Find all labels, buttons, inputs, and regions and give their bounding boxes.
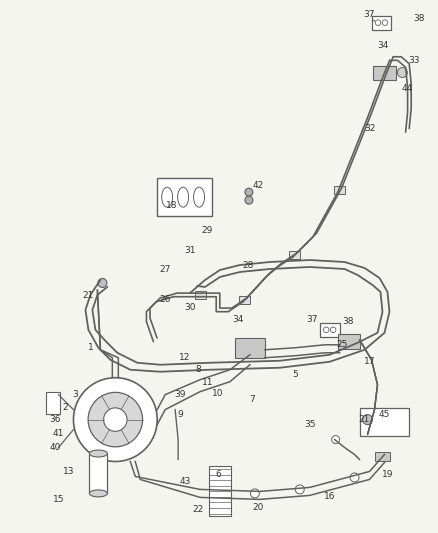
Circle shape (332, 435, 339, 443)
Text: 21: 21 (83, 292, 94, 301)
Bar (372, 66, 396, 80)
Text: 17: 17 (364, 357, 375, 366)
Text: 45: 45 (379, 410, 390, 419)
Text: 13: 13 (63, 467, 74, 476)
Text: 1: 1 (88, 343, 93, 352)
Text: 32: 32 (364, 124, 375, 133)
Text: 30: 30 (184, 303, 196, 312)
Bar (235, 338, 265, 358)
Text: 15: 15 (53, 495, 64, 504)
Text: 31: 31 (184, 246, 196, 255)
Text: 7: 7 (249, 395, 255, 404)
Text: 9: 9 (177, 410, 183, 419)
Circle shape (363, 415, 372, 425)
Text: 33: 33 (409, 56, 420, 65)
Bar (360, 408, 410, 435)
Text: 2: 2 (63, 403, 68, 412)
Text: 44: 44 (402, 84, 413, 93)
Text: 38: 38 (413, 14, 425, 23)
Text: 25: 25 (336, 340, 347, 349)
Text: 21: 21 (359, 415, 370, 424)
Text: 18: 18 (166, 200, 178, 209)
Bar (240, 296, 251, 304)
Text: 5: 5 (292, 370, 298, 379)
Text: 22: 22 (192, 505, 204, 514)
Text: 37: 37 (364, 10, 375, 19)
Text: 10: 10 (212, 389, 224, 398)
Text: 28: 28 (242, 261, 254, 270)
Bar (334, 186, 345, 194)
Text: 35: 35 (304, 420, 315, 429)
Bar (374, 451, 390, 462)
Circle shape (330, 327, 336, 333)
Circle shape (88, 392, 142, 447)
Text: 38: 38 (342, 317, 353, 326)
Text: 29: 29 (201, 225, 213, 235)
Circle shape (375, 20, 381, 26)
Circle shape (350, 473, 359, 482)
Ellipse shape (194, 187, 205, 207)
Text: 12: 12 (180, 353, 191, 362)
Bar (89, 454, 107, 494)
Text: 41: 41 (53, 429, 64, 438)
Text: 34: 34 (232, 316, 244, 325)
Bar (157, 178, 212, 216)
Ellipse shape (162, 187, 173, 207)
Circle shape (74, 378, 157, 462)
Text: 16: 16 (324, 492, 336, 501)
Text: 6: 6 (215, 470, 221, 479)
Circle shape (323, 327, 329, 333)
Text: 36: 36 (50, 415, 61, 424)
Circle shape (295, 485, 304, 494)
Bar (320, 323, 339, 337)
Text: 39: 39 (174, 390, 186, 399)
Circle shape (382, 20, 388, 26)
Text: 20: 20 (252, 503, 264, 512)
Text: 27: 27 (159, 265, 171, 274)
Circle shape (98, 278, 107, 287)
Circle shape (245, 188, 253, 196)
Text: 8: 8 (195, 365, 201, 374)
Bar (338, 334, 360, 349)
Ellipse shape (89, 490, 107, 497)
Ellipse shape (178, 187, 189, 207)
Circle shape (251, 489, 259, 498)
Text: 26: 26 (159, 295, 171, 304)
Bar (209, 466, 231, 516)
Bar (289, 251, 300, 259)
Text: 11: 11 (202, 378, 214, 387)
Text: 34: 34 (377, 41, 388, 50)
Circle shape (397, 68, 407, 77)
Text: 42: 42 (252, 181, 264, 190)
Text: 3: 3 (73, 390, 78, 399)
Text: 37: 37 (306, 316, 318, 325)
Circle shape (245, 196, 253, 204)
Bar (46, 392, 60, 414)
Text: 19: 19 (381, 470, 393, 479)
Circle shape (104, 408, 127, 431)
Ellipse shape (89, 450, 107, 457)
Text: 43: 43 (180, 477, 191, 486)
Text: 40: 40 (50, 443, 61, 452)
Bar (194, 291, 205, 299)
Bar (371, 15, 392, 30)
